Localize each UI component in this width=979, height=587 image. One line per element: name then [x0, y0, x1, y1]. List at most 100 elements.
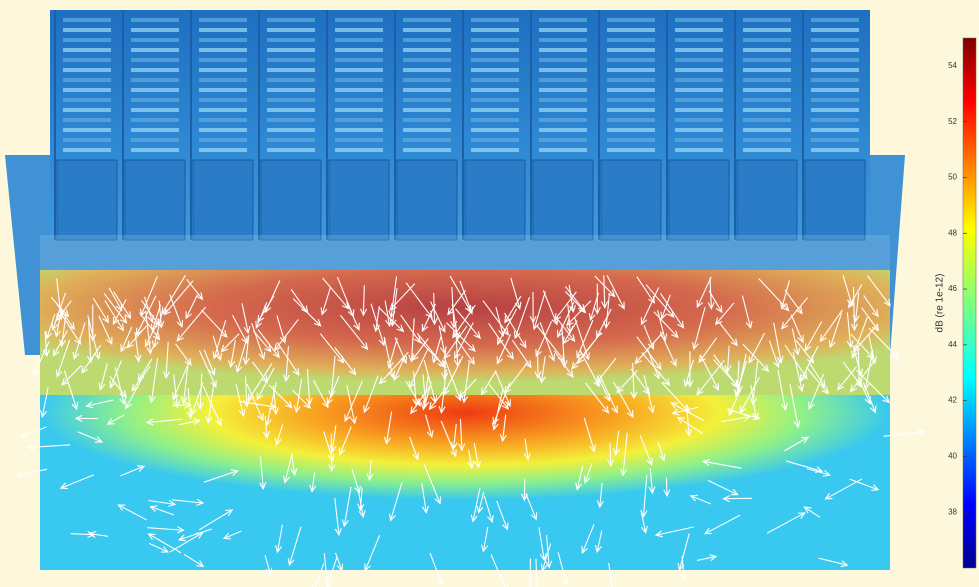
fin — [811, 138, 859, 142]
page: dB (re 1e-12) 384042444648505254 (() => … — [0, 0, 979, 587]
fin — [675, 138, 723, 142]
fin — [811, 78, 859, 82]
scene: dB (re 1e-12) 384042444648505254 — [0, 0, 979, 587]
fin — [471, 88, 519, 92]
fin — [335, 48, 383, 52]
fin — [811, 68, 859, 72]
fin — [811, 118, 859, 122]
fin — [607, 48, 655, 52]
fin — [743, 88, 791, 92]
fin — [267, 48, 315, 52]
fin — [335, 148, 383, 152]
fin — [675, 98, 723, 102]
fin — [131, 128, 179, 132]
fin — [267, 128, 315, 132]
fin — [335, 88, 383, 92]
fin — [539, 138, 587, 142]
fin — [267, 38, 315, 42]
fin — [607, 38, 655, 42]
fin — [403, 28, 451, 32]
fin — [811, 88, 859, 92]
fin — [63, 108, 111, 112]
fin — [607, 138, 655, 142]
fin — [131, 48, 179, 52]
fin — [403, 148, 451, 152]
fin — [199, 148, 247, 152]
fin — [743, 108, 791, 112]
fin — [675, 128, 723, 132]
fin — [607, 68, 655, 72]
fin — [607, 118, 655, 122]
column — [737, 160, 797, 240]
fin — [267, 148, 315, 152]
fin — [743, 48, 791, 52]
fin — [607, 148, 655, 152]
fin — [607, 78, 655, 82]
colorbar-tick-label: 38 — [948, 507, 957, 516]
fin — [131, 18, 179, 22]
fin — [131, 38, 179, 42]
fin — [267, 108, 315, 112]
fin — [675, 118, 723, 122]
fin — [607, 128, 655, 132]
column — [669, 160, 729, 240]
fin — [63, 98, 111, 102]
column — [805, 160, 865, 240]
fin — [811, 28, 859, 32]
fin — [471, 58, 519, 62]
fin — [267, 118, 315, 122]
fin — [63, 148, 111, 152]
fin — [675, 88, 723, 92]
fin — [335, 118, 383, 122]
fin — [199, 58, 247, 62]
fin — [675, 68, 723, 72]
fin — [811, 18, 859, 22]
fin — [743, 98, 791, 102]
fin — [131, 98, 179, 102]
fin — [199, 88, 247, 92]
column — [125, 160, 185, 240]
fin — [267, 138, 315, 142]
fin — [335, 38, 383, 42]
fin — [131, 138, 179, 142]
fin — [267, 78, 315, 82]
fin — [471, 48, 519, 52]
fin — [267, 28, 315, 32]
fin — [63, 38, 111, 42]
fin — [743, 28, 791, 32]
fin — [471, 28, 519, 32]
fin — [743, 78, 791, 82]
column — [465, 160, 525, 240]
fin — [199, 98, 247, 102]
fin — [539, 148, 587, 152]
fin — [675, 78, 723, 82]
fin — [743, 138, 791, 142]
fin — [131, 58, 179, 62]
colorbar-tick-label: 42 — [948, 396, 957, 405]
colorbar-tick-label: 54 — [948, 61, 957, 70]
fin — [539, 18, 587, 22]
column — [57, 160, 117, 240]
fin — [63, 48, 111, 52]
fin — [335, 68, 383, 72]
colorbar-tick-label: 52 — [948, 117, 957, 126]
fin — [199, 138, 247, 142]
fin — [471, 118, 519, 122]
fin — [199, 48, 247, 52]
fin — [403, 68, 451, 72]
fin — [811, 38, 859, 42]
colorbar-tick-label: 46 — [948, 284, 957, 293]
fin — [131, 108, 179, 112]
fin — [267, 58, 315, 62]
field-lower — [40, 395, 890, 570]
fin — [335, 78, 383, 82]
fin — [607, 108, 655, 112]
fin — [131, 148, 179, 152]
fin — [675, 108, 723, 112]
fin — [471, 78, 519, 82]
colorbar-label: dB (re 1e-12) — [935, 274, 946, 333]
fin — [335, 128, 383, 132]
fin — [471, 98, 519, 102]
fin — [335, 98, 383, 102]
fin — [743, 38, 791, 42]
